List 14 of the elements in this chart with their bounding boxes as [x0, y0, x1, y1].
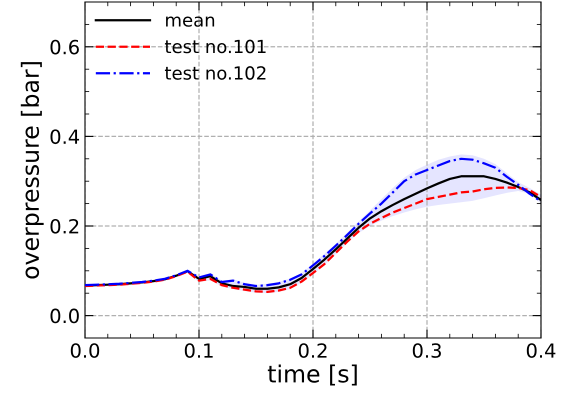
- y-tick-label: 0.0: [50, 308, 79, 324]
- legend-label: test no.101: [164, 40, 266, 54]
- y-tick-label: 0.2: [50, 218, 78, 234]
- x-tick-label: 0.3: [412, 343, 441, 358]
- y-tick-label: 0.6: [50, 40, 79, 54]
- legend-label: test no.102: [164, 66, 266, 80]
- x-axis-title: time [s]: [268, 364, 357, 386]
- x-tick-label: 0.0: [70, 343, 100, 358]
- y-axis-title: overpressure [bar]: [20, 62, 44, 279]
- y-tick-label: 0.4: [50, 129, 80, 144]
- x-tick-label: 0.4: [526, 343, 556, 358]
- x-tick-label: 0.2: [298, 343, 327, 358]
- legend-label: mean: [166, 16, 214, 27]
- x-tick-label: 0.1: [184, 343, 213, 358]
